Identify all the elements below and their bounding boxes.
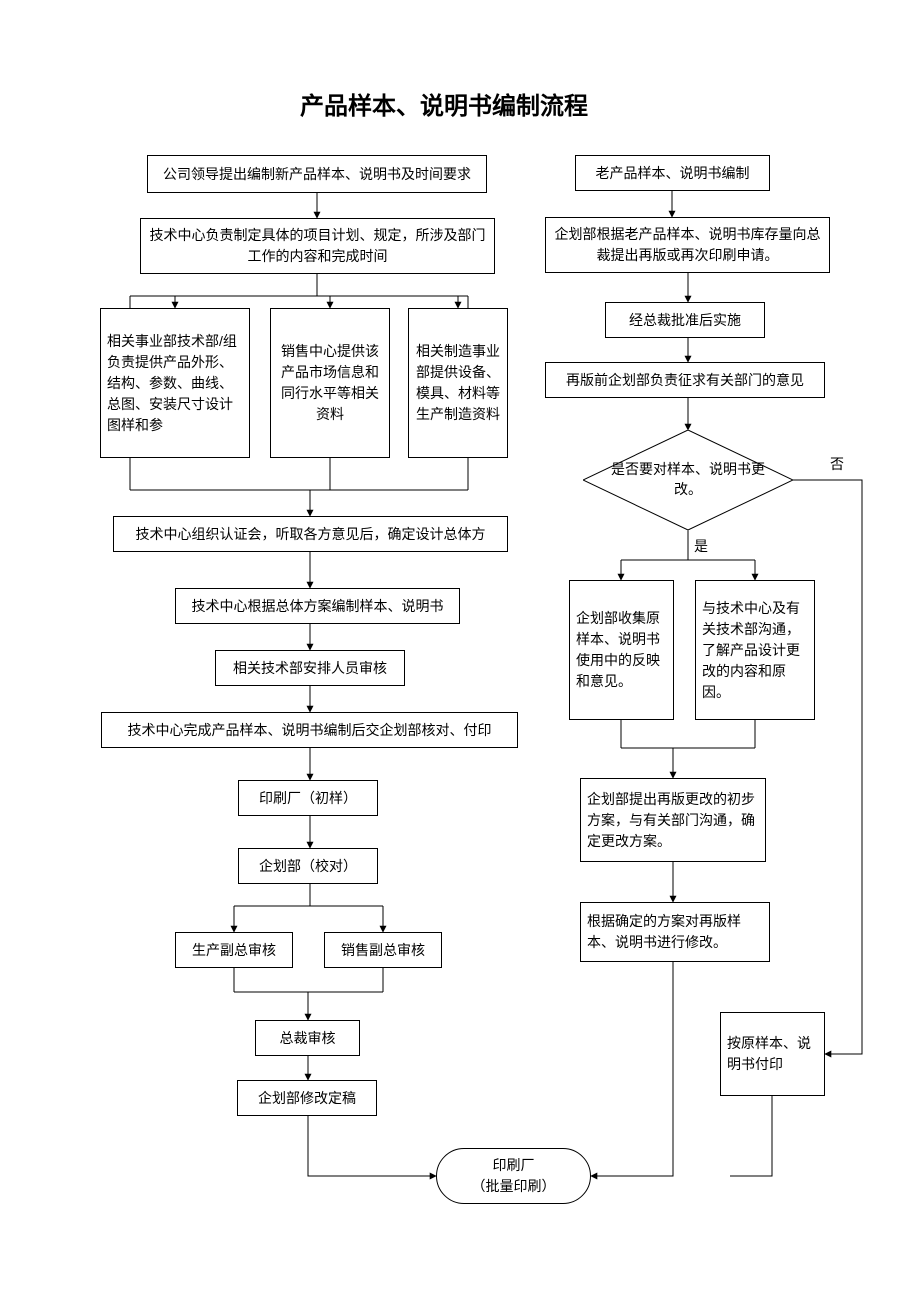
flow-node-r6a: 企划部收集原样本、说明书使用中的反映和意见。 [569,580,674,720]
flow-node-text: 老产品样本、说明书编制 [596,163,750,184]
flow-node-text: 根据确定的方案对再版样本、说明书进行修改。 [587,911,763,953]
flow-node-text: 相关事业部技术部/组负责提供产品外形、结构、参数、曲线、总图、安装尺寸设计图样和… [107,331,243,436]
flow-node-n7: 技术中心完成产品样本、说明书编制后交企划部核对、付印 [101,712,518,748]
flow-node-text: 企划部提出再版更改的初步方案，与有关部门沟通，确定更改方案。 [587,789,759,852]
flow-node-text: 总裁审核 [280,1028,336,1049]
flow-node-text: 按原样本、说明书付印 [727,1033,818,1075]
flow-node-text: 与技术中心及有关技术部沟通，了解产品设计更改的内容和原因。 [702,598,808,703]
flowchart-title: 产品样本、说明书编制流程 [300,86,588,121]
terminator-print-factory: 印刷厂 （批量印刷） [436,1148,591,1204]
flow-node-r1: 老产品样本、说明书编制 [575,155,770,191]
flow-node-n3a: 相关事业部技术部/组负责提供产品外形、结构、参数、曲线、总图、安装尺寸设计图样和… [100,308,250,458]
flow-node-r9: 按原样本、说明书付印 [720,1012,825,1096]
flow-node-n3b: 销售中心提供该产品市场信息和同行水平等相关资料 [270,308,390,458]
flow-node-text: 销售副总审核 [341,940,425,961]
flow-node-n10b: 销售副总审核 [324,932,442,968]
decision-label: 是否要对样本、说明书更改。 [583,430,793,530]
flow-node-n10a: 生产副总审核 [175,932,293,968]
flow-node-text: 技术中心根据总体方案编制样本、说明书 [192,596,444,617]
flow-node-text: 技术中心组织认证会，听取各方意见后，确定设计总体方 [136,524,486,545]
flow-node-text: 经总裁批准后实施 [629,310,741,331]
flow-node-text: 企划部根据老产品样本、说明书库存量向总裁提出再版或再次印刷申请。 [552,224,823,266]
flow-node-text: 印刷厂（初样） [259,788,357,809]
flow-node-text: 技术中心完成产品样本、说明书编制后交企划部核对、付印 [128,720,492,741]
flow-node-n1: 公司领导提出编制新产品样本、说明书及时间要求 [147,155,487,193]
flow-node-text: 公司领导提出编制新产品样本、说明书及时间要求 [163,164,471,185]
flow-node-r2: 企划部根据老产品样本、说明书库存量向总裁提出再版或再次印刷申请。 [545,217,830,273]
flow-node-r3: 经总裁批准后实施 [605,302,765,338]
flow-node-text: 相关技术部安排人员审核 [233,658,387,679]
flow-node-n12: 企划部修改定稿 [237,1080,377,1116]
flow-node-text: 技术中心负责制定具体的项目计划、规定，所涉及部门工作的内容和完成时间 [147,225,488,267]
flow-node-text: 企划部（校对） [259,856,357,877]
flow-node-n6: 相关技术部安排人员审核 [215,650,405,686]
terminator-line1: 印刷厂 [493,1157,535,1173]
flow-node-text: 企划部收集原样本、说明书使用中的反映和意见。 [576,608,667,692]
flow-node-n5: 技术中心根据总体方案编制样本、说明书 [175,588,460,624]
flow-node-n11: 总裁审核 [255,1020,360,1056]
flow-node-text: 生产副总审核 [192,940,276,961]
flow-node-r4: 再版前企划部负责征求有关部门的意见 [545,362,825,398]
decision-change-sample: 是否要对样本、说明书更改。 [583,430,793,530]
flow-node-text: 企划部修改定稿 [258,1088,356,1109]
flow-node-n9: 企划部（校对） [238,848,378,884]
decision-yes-label: 是 [694,536,708,556]
flow-node-n2: 技术中心负责制定具体的项目计划、规定，所涉及部门工作的内容和完成时间 [140,218,495,274]
flow-node-n4: 技术中心组织认证会，听取各方意见后，确定设计总体方 [113,516,508,552]
decision-no-label: 否 [830,454,844,474]
terminator-line2: （批量印刷） [472,1178,556,1194]
flow-node-r7: 企划部提出再版更改的初步方案，与有关部门沟通，确定更改方案。 [580,778,766,862]
flow-node-r6b: 与技术中心及有关技术部沟通，了解产品设计更改的内容和原因。 [695,580,815,720]
flow-node-n3c: 相关制造事业部提供设备、模具、材料等生产制造资料 [408,308,508,458]
flow-node-n8: 印刷厂（初样） [238,780,378,816]
flow-node-text: 销售中心提供该产品市场信息和同行水平等相关资料 [277,341,383,425]
flow-node-text: 再版前企划部负责征求有关部门的意见 [566,370,804,391]
flow-node-r8: 根据确定的方案对再版样本、说明书进行修改。 [580,902,770,962]
flow-node-text: 相关制造事业部提供设备、模具、材料等生产制造资料 [415,341,501,425]
